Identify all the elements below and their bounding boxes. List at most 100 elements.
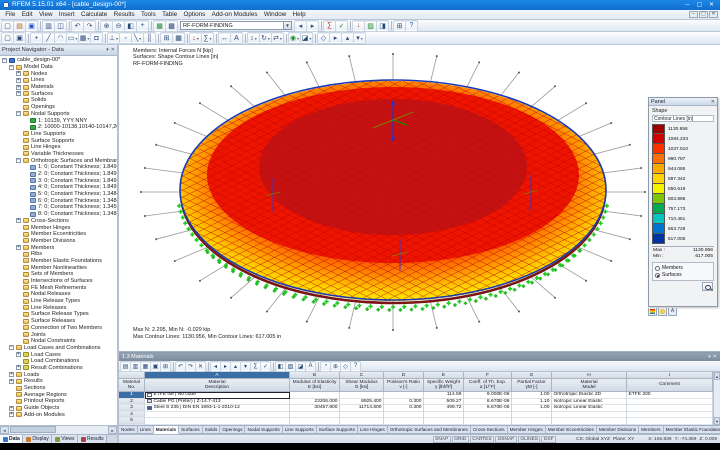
menu-table[interactable]: Table <box>162 10 178 18</box>
navigator-close-icon[interactable]: ✕ <box>110 47 115 53</box>
tree-expander-icon[interactable]: + <box>16 351 21 358</box>
column-letter-header[interactable] <box>119 372 145 379</box>
mdi-restore-icon[interactable]: ▢ <box>699 11 708 18</box>
table-cell[interactable] <box>512 418 552 425</box>
node-icon[interactable]: • <box>31 33 42 43</box>
status-toggle-dxf[interactable]: DXF <box>541 435 557 443</box>
table-cell[interactable] <box>464 411 512 418</box>
status-toggle-osnap[interactable]: OSNAP <box>495 435 517 443</box>
tree-item[interactable]: − Model Data <box>0 64 117 71</box>
view-z-icon[interactable]: ▾ ▾ <box>354 33 365 43</box>
sheet-tab-nodes[interactable]: Nodes <box>119 425 138 434</box>
filter-tab-icon[interactable]: A <box>668 308 677 316</box>
table-tool-icon-14[interactable]: ◧ <box>276 361 285 371</box>
tree-item[interactable]: + Guide Objects <box>0 405 117 412</box>
menu-edit[interactable]: Edit <box>21 10 33 18</box>
opening-icon[interactable]: ◘ <box>91 33 102 43</box>
member-icon[interactable]: ╲ ▾ <box>132 33 143 43</box>
tree-item[interactable]: Joints <box>0 331 117 338</box>
render-icon[interactable]: ▦ <box>154 20 165 31</box>
dropdown-arrow-icon[interactable]: ▾ <box>309 35 312 41</box>
panel-close-icon[interactable]: ✕ <box>710 98 715 105</box>
sheet-tab-openings[interactable]: Openings <box>220 425 246 434</box>
tree-item[interactable]: 7: 0; Constant Thickness; 1.3459E-05, 1.… <box>0 204 117 211</box>
tree-expander-icon[interactable]: + <box>9 404 14 411</box>
column-letter-header[interactable]: G <box>512 372 552 379</box>
graphics-viewport[interactable]: Members: Internal Forces N [kip] Surfaces… <box>119 45 720 352</box>
table-cell[interactable]: 509.27 <box>424 398 464 405</box>
radio-option-surfaces[interactable]: Surfaces <box>655 272 711 279</box>
table-cell[interactable] <box>384 418 424 425</box>
tree-item[interactable]: Member Divisions <box>0 238 117 245</box>
dropdown-arrow-icon[interactable]: ▾ <box>267 35 270 41</box>
save-icon[interactable]: ▣ <box>26 20 37 31</box>
table-tool-icon-13[interactable]: ✓ <box>261 361 270 371</box>
tree-expander-icon[interactable]: + <box>16 70 21 77</box>
tree-item[interactable]: − Nodal Supports <box>0 111 117 118</box>
help-icon[interactable]: ? <box>406 20 417 31</box>
menu-file[interactable]: File <box>5 10 16 18</box>
table-cell[interactable] <box>290 392 340 399</box>
table-cell[interactable]: 9.000E-06 <box>464 392 512 399</box>
table-cell[interactable] <box>290 411 340 418</box>
navigator-tab-data[interactable]: Data <box>0 434 24 444</box>
tables-icon[interactable]: ⊞ <box>394 20 405 31</box>
tree-item[interactable]: Printout Reports <box>0 398 117 405</box>
tree-item[interactable]: Line Hinges <box>0 144 117 151</box>
table-tool-icon-4[interactable]: ⊞ <box>161 361 170 371</box>
tree-expander-icon[interactable]: + <box>9 411 14 418</box>
select-icon[interactable]: ▢ <box>2 33 13 43</box>
column-letter-header[interactable]: E <box>424 372 464 379</box>
tree-item[interactable]: Line Release Types <box>0 298 117 305</box>
navigator-tab-display[interactable]: Display <box>23 434 53 444</box>
tree-item[interactable]: Ribs <box>0 251 117 258</box>
previous-icon[interactable]: ◂ <box>295 20 306 31</box>
tree-expander-icon[interactable]: + <box>16 217 21 224</box>
sheet-tab-line-supports[interactable]: Line Supports <box>282 425 317 434</box>
table-tool-icon-11[interactable]: ▾ <box>241 361 250 371</box>
tree-expander-icon[interactable]: + <box>9 371 14 378</box>
table-cell[interactable] <box>145 411 290 418</box>
tree-item[interactable]: + Load Cases <box>0 351 117 358</box>
table-cell[interactable]: 8925.400 <box>340 398 384 405</box>
table-cell[interactable]: Steel S 235 | DIN EN 1993-1-1-2010-12 <box>145 405 290 412</box>
tree-item[interactable]: 8: 0; Constant Thickness; 1.3484E-05, 1.… <box>0 211 117 218</box>
table-tool-icon-17[interactable]: A <box>306 361 315 371</box>
menu-window[interactable]: Window <box>263 10 287 18</box>
tree-item[interactable]: Nodal Releases <box>0 291 117 298</box>
tree-item[interactable]: 5: 0; Constant Thickness; 1.3484E-05, 1.… <box>0 191 117 198</box>
status-toggle-glines[interactable]: GLINES <box>517 435 541 443</box>
status-toggle-snap[interactable]: SNAP <box>432 435 451 443</box>
table-vscrollbar[interactable]: ▴ ▾ <box>713 372 720 425</box>
loads-icon[interactable]: ↓ <box>353 20 364 31</box>
sheet-tab-line-hinges[interactable]: Line Hinges <box>357 425 388 434</box>
tree-item[interactable]: Sections <box>0 385 117 392</box>
table-cell[interactable] <box>424 411 464 418</box>
table-cell[interactable] <box>552 411 627 418</box>
column-letter-header[interactable]: I <box>627 372 713 379</box>
table-tool-icon-19[interactable]: ⊕ <box>331 361 340 371</box>
hinge-icon[interactable]: ◦ <box>120 33 131 43</box>
support-icon[interactable]: ⊥ ▾ <box>108 33 119 43</box>
tree-item[interactable]: + Add-on Modules <box>0 411 117 418</box>
tree-item[interactable]: Member Eccentricities <box>0 231 117 238</box>
tree-item[interactable]: 6: 0; Constant Thickness; 1.3484E-05, 1.… <box>0 197 117 204</box>
column-letter-header[interactable]: B <box>290 372 340 379</box>
tree-item[interactable]: Variable Thicknesses <box>0 151 117 158</box>
sheet-tab-member-divisions[interactable]: Member Divisions <box>596 425 640 434</box>
sheet-tab-lines[interactable]: Lines <box>137 425 154 434</box>
mirror-icon[interactable]: ⇄ ▾ <box>272 33 283 43</box>
load-case-icon[interactable]: ↓ ▾ <box>190 33 201 43</box>
menu-results[interactable]: Results <box>113 10 135 18</box>
wireframe-icon[interactable]: ▩ <box>166 20 177 31</box>
table-tool-icon-8[interactable]: ◂ <box>211 361 220 371</box>
table-cell[interactable]: Orthotropic Elastic 2D <box>552 392 627 399</box>
table-cell[interactable]: 0.300 <box>384 405 424 412</box>
table-cell[interactable]: 23206.000 <box>290 398 340 405</box>
table-cell[interactable]: Isotropic Linear Elastic <box>552 405 627 412</box>
tree-item[interactable]: + Loads <box>0 371 117 378</box>
tree-item[interactable]: Nodal Constraints <box>0 338 117 345</box>
menu-help[interactable]: Help <box>292 10 306 18</box>
tree-item[interactable]: 4: 0; Constant Thickness; 1.8497E-05, 1.… <box>0 184 117 191</box>
table-cell[interactable]: 114.59 <box>424 392 464 399</box>
